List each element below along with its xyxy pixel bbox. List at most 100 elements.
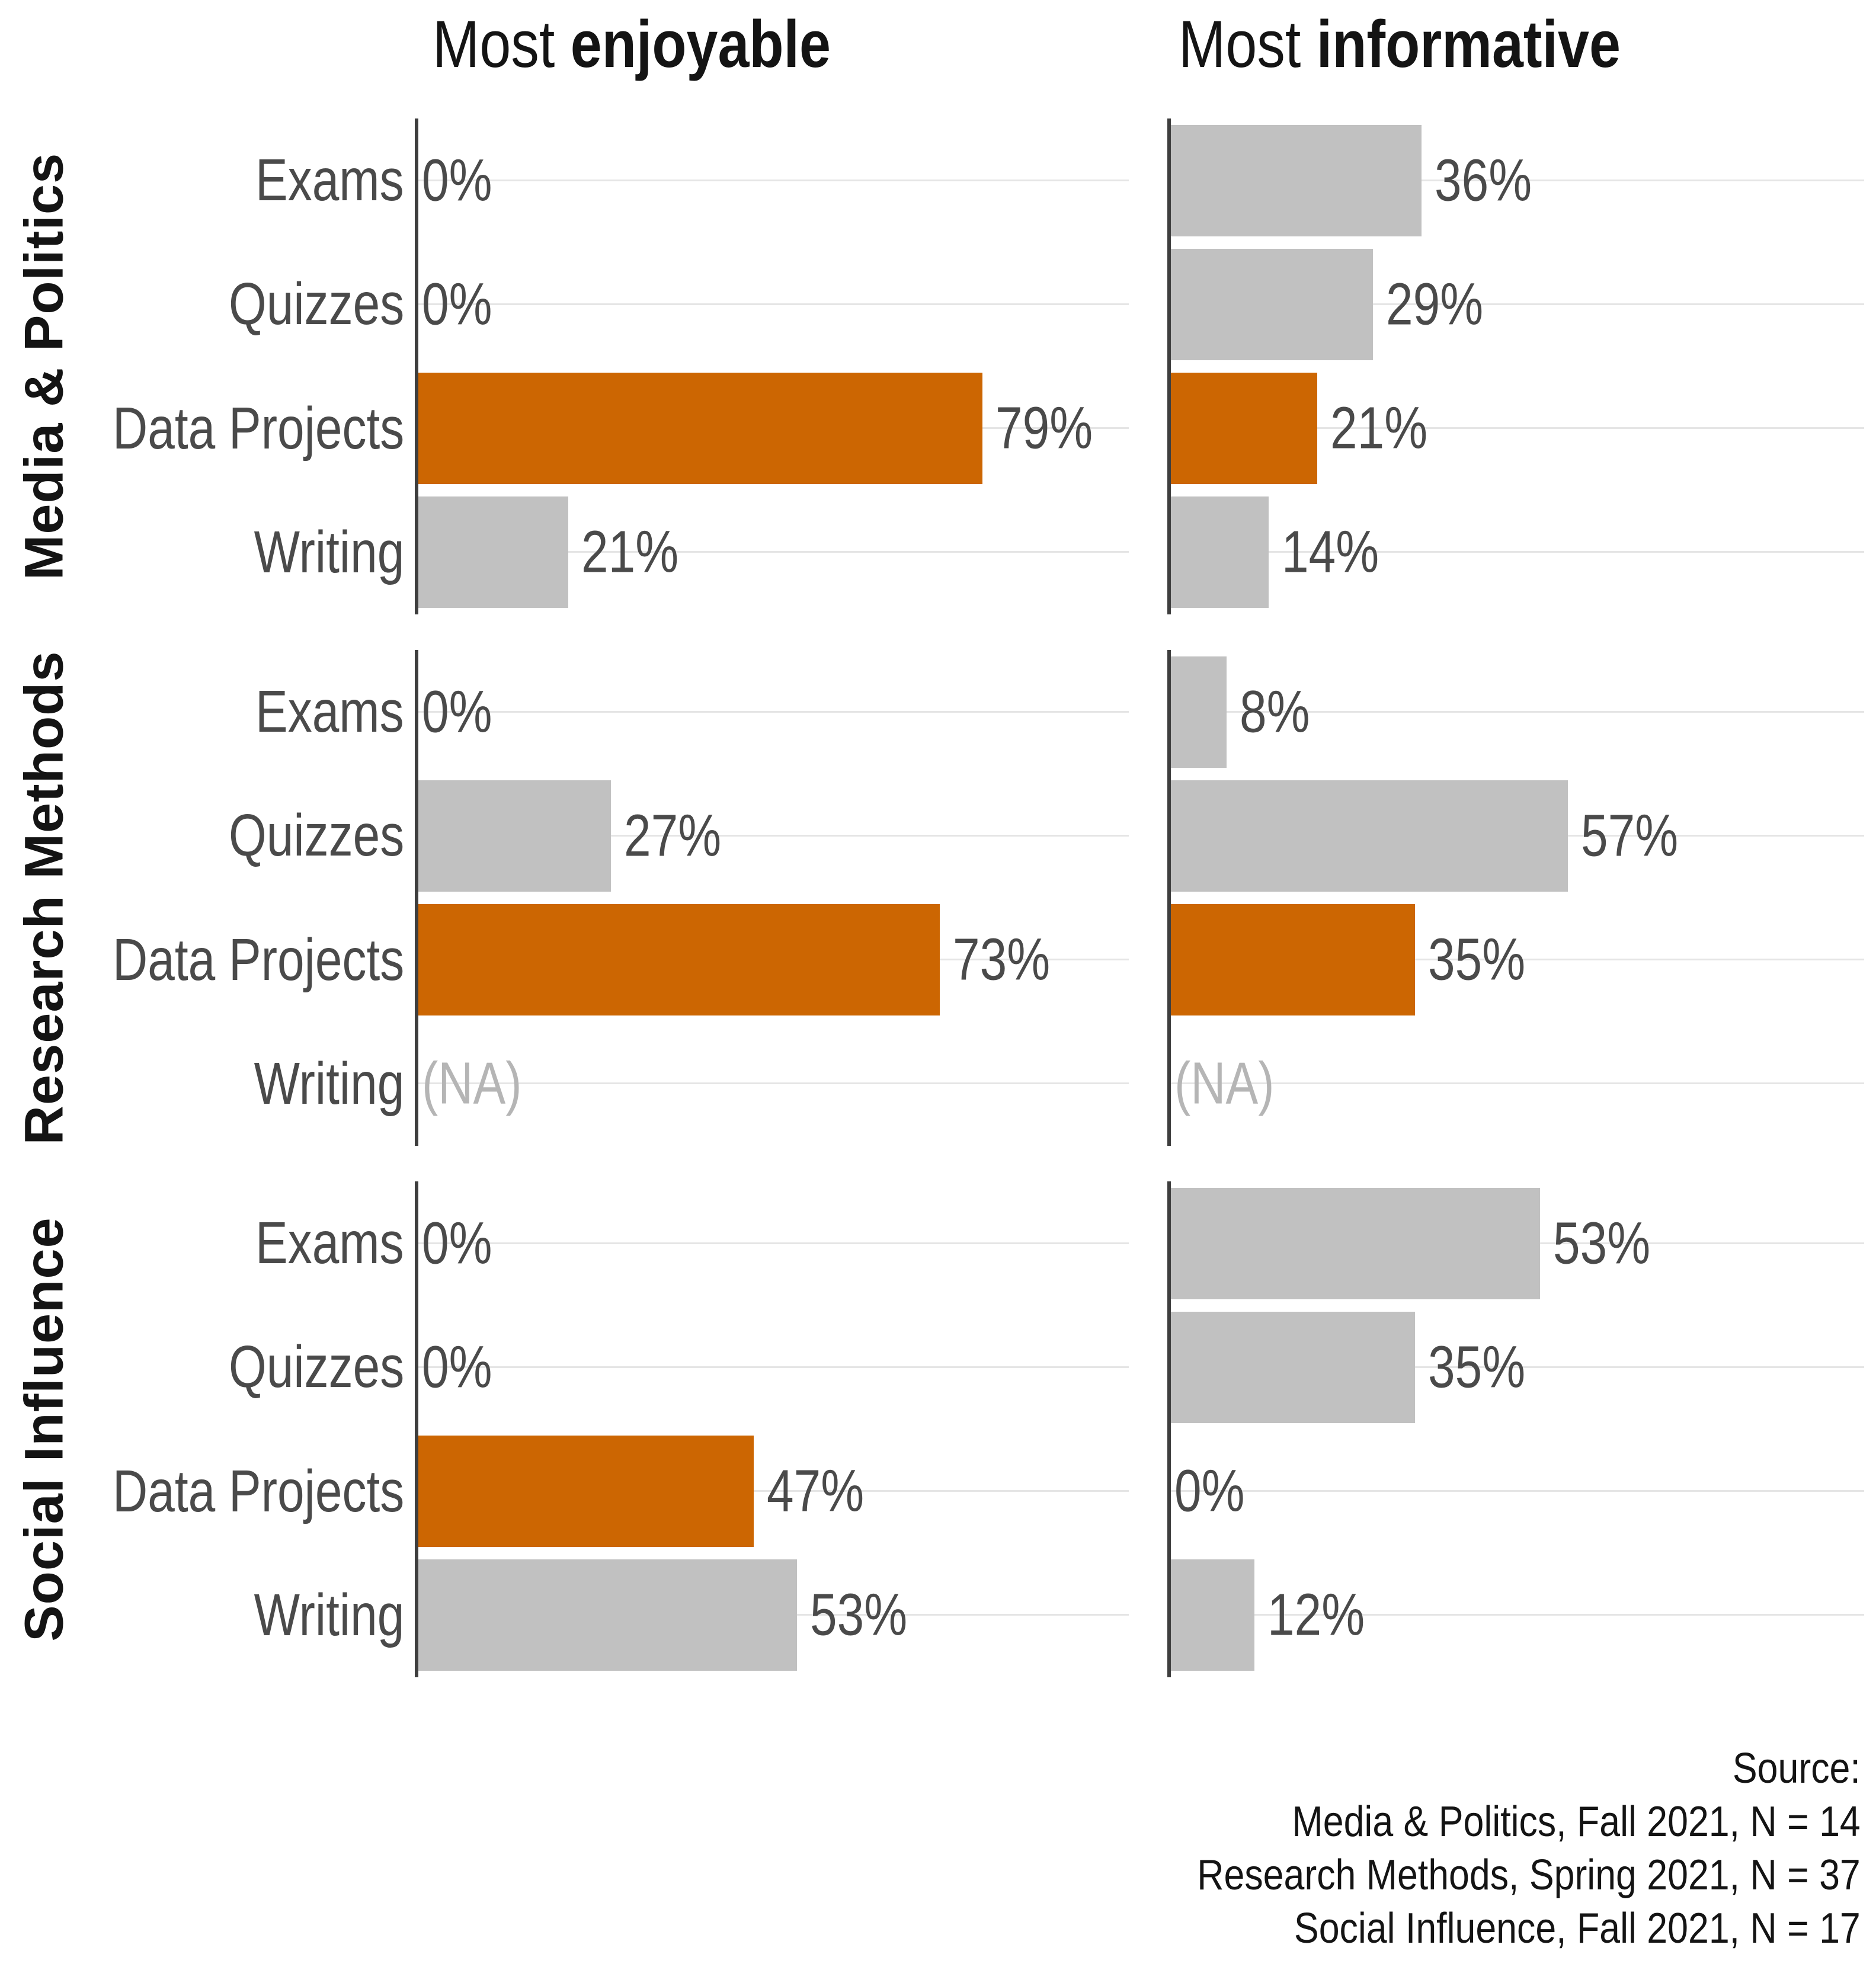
gridline [415, 179, 1129, 181]
bar-row-data-projects: 35% [1167, 898, 1864, 1022]
panel-most-informative-social-influence: 53% 35% 0% 12% [1167, 1181, 1864, 1677]
bar-row-exams: 0% [415, 118, 1129, 242]
facet-strip-label: Social Influence [14, 1217, 75, 1642]
value-label: 0% [422, 147, 492, 214]
category-label-writing: Writing [254, 518, 404, 585]
category-label-exams: Exams [255, 1210, 404, 1277]
value-label: 21% [1330, 395, 1428, 462]
bar-row-data-projects: 73% [415, 898, 1129, 1022]
source-line: Media & Politics, Fall 2021, N = 14 [1292, 1798, 1861, 1846]
panel-most-informative-research-methods: 8% 57% 35% (NA) [1167, 650, 1864, 1146]
value-label: 21% [581, 518, 679, 585]
category-label-exams: Exams [255, 678, 404, 745]
facet-strip-label: Media & Politics [14, 152, 75, 581]
facet-social-influence: Social Influence Exams Quizzes Data Project… [0, 1181, 1876, 1677]
gridline [415, 551, 1129, 553]
value-label: 57% [1581, 802, 1679, 869]
bar-data-projects [1171, 373, 1317, 485]
source-line: Social Influence, Fall 2021, N = 17 [1294, 1905, 1861, 1952]
bar-row-writing: (NA) [1167, 1022, 1864, 1146]
bar-quizzes [1171, 1311, 1415, 1423]
category-label-data-projects: Data Projects [112, 395, 404, 462]
bar-row-quizzes: 57% [1167, 774, 1864, 898]
category-label-data-projects: Data Projects [112, 926, 404, 993]
panel-most-enjoyable-media-politics: 0% 0% 79% 21% [415, 118, 1129, 614]
bar-writing [1171, 496, 1269, 608]
value-label: 0% [422, 1334, 492, 1401]
bar-data-projects [418, 1436, 754, 1548]
bar-row-exams: 8% [1167, 650, 1864, 774]
category-label-row: Exams [89, 118, 415, 242]
source-note: Source: Media & Politics, Fall 2021, N =… [1198, 1742, 1861, 1955]
source-line: Research Methods, Spring 2021, N = 37 [1197, 1851, 1861, 1899]
bar-row-writing: 12% [1167, 1553, 1864, 1677]
gridline [415, 1366, 1129, 1368]
bar-writing [418, 496, 569, 608]
gridline [415, 710, 1129, 713]
category-labels: Exams Quizzes Data Projects Writing [89, 118, 415, 614]
category-label-row: Quizzes [89, 242, 415, 366]
bar-data-projects [418, 904, 940, 1016]
facet-media-politics: Media & Politics Exams Quizzes Data Project… [0, 118, 1876, 614]
category-label-writing: Writing [254, 1050, 404, 1117]
category-label-row: Data Projects [89, 898, 415, 1022]
y-axis-line [415, 650, 418, 1146]
facet-strip: Research Methods [0, 650, 89, 1146]
category-label-row: Writing [89, 1022, 415, 1146]
gridline [1167, 427, 1864, 430]
category-label-quizzes: Quizzes [228, 1334, 404, 1401]
value-label: 29% [1386, 271, 1484, 338]
gridline [415, 303, 1129, 305]
gridline [1167, 303, 1864, 305]
panel-most-informative-media-politics: 36% 29% 21% 14% [1167, 118, 1864, 614]
bar-quizzes [418, 780, 612, 892]
category-labels: Exams Quizzes Data Projects Writing [89, 1181, 415, 1677]
gridline [1167, 710, 1864, 713]
panel-most-enjoyable-social-influence: 0% 0% 47% 53% [415, 1181, 1129, 1677]
bar-writing [418, 1559, 797, 1671]
gridline [1167, 959, 1864, 961]
bar-row-exams: 0% [415, 650, 1129, 774]
bar-row-quizzes: 29% [1167, 242, 1864, 366]
bar-exams [1171, 124, 1422, 236]
category-label-row: Quizzes [89, 774, 415, 898]
header-prefix: Most [433, 7, 571, 81]
bar-row-data-projects: 0% [1167, 1430, 1864, 1553]
header-prefix: Most [1179, 7, 1317, 81]
gridline [1167, 179, 1864, 181]
bar-row-exams: 0% [415, 1181, 1129, 1305]
category-label-data-projects: Data Projects [112, 1457, 404, 1524]
y-axis-line [1167, 1181, 1171, 1677]
gridline [1167, 1366, 1864, 1368]
bar-row-quizzes: 35% [1167, 1305, 1864, 1429]
bar-row-exams: 36% [1167, 118, 1864, 242]
na-label: (NA) [1174, 1050, 1275, 1117]
value-label: 53% [809, 1581, 907, 1648]
bar-exams [1171, 656, 1227, 768]
category-label-quizzes: Quizzes [228, 802, 404, 869]
value-label: 36% [1435, 147, 1532, 214]
value-label: 73% [952, 926, 1050, 993]
source-line: Source: [1733, 1745, 1861, 1792]
column-headers: Most enjoyable Most informative [0, 0, 1876, 118]
gridline [415, 834, 1129, 837]
gridline [1167, 1614, 1864, 1616]
value-label: 14% [1281, 518, 1379, 585]
bar-row-data-projects: 21% [1167, 367, 1864, 491]
facet-strip: Media & Politics [0, 118, 89, 614]
header-keyword: informative [1316, 7, 1621, 81]
facet-research-methods: Research Methods Exams Quizzes Data Project… [0, 650, 1876, 1146]
value-label: 35% [1427, 1334, 1525, 1401]
gridline [415, 1242, 1129, 1244]
bar-data-projects [418, 373, 982, 485]
column-header-enjoyable: Most enjoyable [433, 6, 831, 82]
bar-row-data-projects: 79% [415, 367, 1129, 491]
value-label: 47% [767, 1457, 865, 1524]
facet-strip: Social Influence [0, 1181, 89, 1677]
value-label: 0% [422, 271, 492, 338]
bar-row-exams: 53% [1167, 1181, 1864, 1305]
bar-exams [1171, 1187, 1541, 1299]
bar-row-quizzes: 0% [415, 1305, 1129, 1429]
category-label-row: Quizzes [89, 1305, 415, 1429]
